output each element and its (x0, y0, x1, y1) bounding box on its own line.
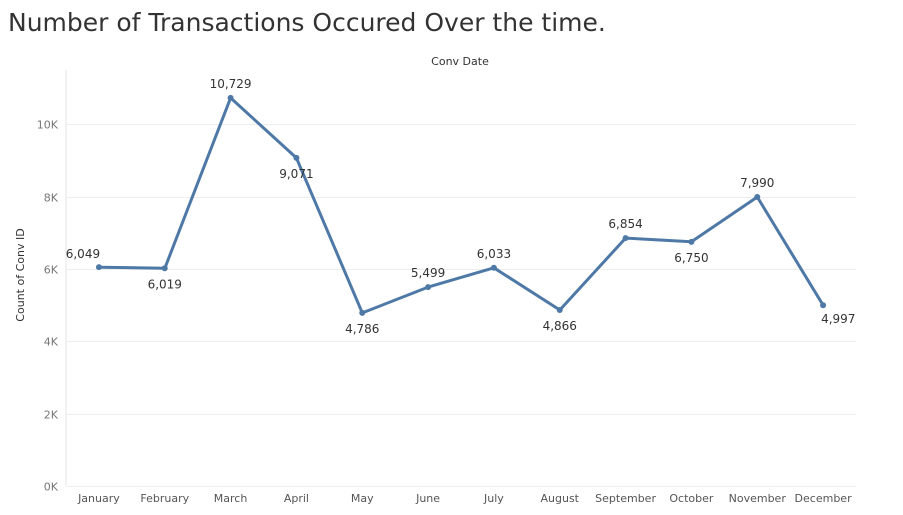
data-label: 6,750 (674, 251, 708, 265)
data-point (425, 284, 432, 291)
x-tick-label: December (795, 492, 853, 505)
y-axis-title: Count of Conv ID (14, 228, 27, 321)
x-tick-label: June (415, 492, 440, 505)
data-point (556, 306, 563, 313)
page-title: Number of Transactions Occured Over the … (8, 8, 606, 37)
data-label: 9,071 (279, 167, 313, 181)
data-label: 5,499 (411, 266, 445, 280)
x-tick-label: March (214, 492, 248, 505)
x-tick-label: July (483, 492, 504, 505)
x-tick-label: August (541, 492, 580, 505)
data-point (227, 94, 234, 101)
series-layer (95, 94, 827, 316)
y-tick-label: 10K (37, 119, 59, 132)
data-point (622, 235, 629, 242)
data-point (161, 265, 168, 272)
data-label: 4,997 (821, 312, 855, 326)
x-axis-ticks: January February March April May June July Augu… (77, 492, 852, 505)
x-tick-label: February (140, 492, 189, 505)
data-label: 6,854 (608, 217, 642, 231)
data-labels: 6,049 6,019 10,729 9,071 4,786 5,499 6,033 4,86… (66, 77, 856, 336)
y-tick-label: 0K (44, 481, 59, 494)
y-axis-ticks: 0K 2K 4K 6K 8K 10K (37, 119, 59, 494)
x-tick-label: May (351, 492, 374, 505)
data-point (754, 193, 761, 200)
x-tick-label: April (284, 492, 309, 505)
series-line (97, 96, 825, 315)
data-label: 10,729 (210, 77, 252, 91)
data-point (820, 302, 827, 309)
x-tick-label: January (77, 492, 120, 505)
data-point (490, 264, 497, 271)
data-point (95, 264, 102, 271)
data-label: 6,049 (66, 247, 100, 261)
x-tick-label: November (729, 492, 787, 505)
data-point (359, 309, 366, 316)
y-tick-label: 2K (44, 409, 59, 422)
x-tick-label: September (595, 492, 656, 505)
data-point (293, 154, 300, 161)
data-label: 4,866 (543, 319, 577, 333)
data-label: 7,990 (740, 176, 774, 190)
data-label: 4,786 (345, 322, 379, 336)
data-label: 6,033 (477, 247, 511, 261)
x-tick-label: October (669, 492, 713, 505)
gridlines (65, 70, 856, 487)
y-tick-label: 4K (44, 336, 59, 349)
data-label: 6,019 (148, 277, 182, 291)
x-axis-title: Conv Date (431, 55, 489, 68)
y-tick-label: 6K (44, 264, 59, 277)
y-tick-label: 8K (44, 192, 59, 205)
data-point (688, 238, 695, 245)
